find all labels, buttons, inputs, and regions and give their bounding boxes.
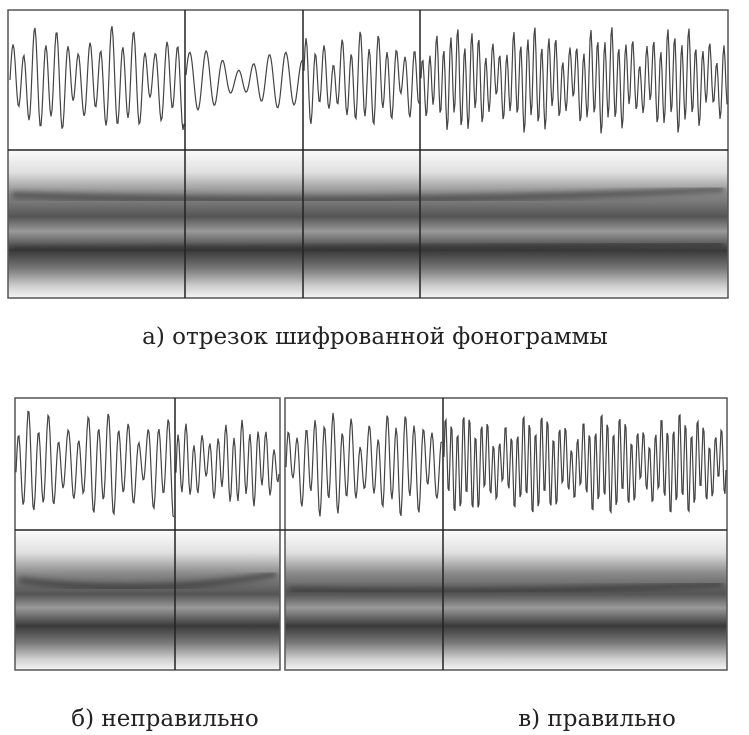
figure: а) отрезок шифрованной фонограммы б) неп…	[0, 0, 749, 735]
waveform	[176, 420, 279, 507]
waveform	[304, 32, 419, 124]
spectrogram	[15, 532, 280, 670]
waveform	[16, 412, 174, 517]
waveform	[444, 415, 726, 512]
caption: в) правильно	[518, 706, 676, 732]
spectrogram	[8, 150, 728, 298]
caption: а) отрезок шифрованной фонограммы	[142, 324, 608, 350]
waveform	[10, 26, 184, 130]
waveform	[286, 413, 442, 517]
caption: б) неправильно	[71, 706, 258, 732]
spectrogram	[285, 532, 727, 670]
waveform	[421, 27, 727, 133]
waveform	[186, 51, 302, 110]
